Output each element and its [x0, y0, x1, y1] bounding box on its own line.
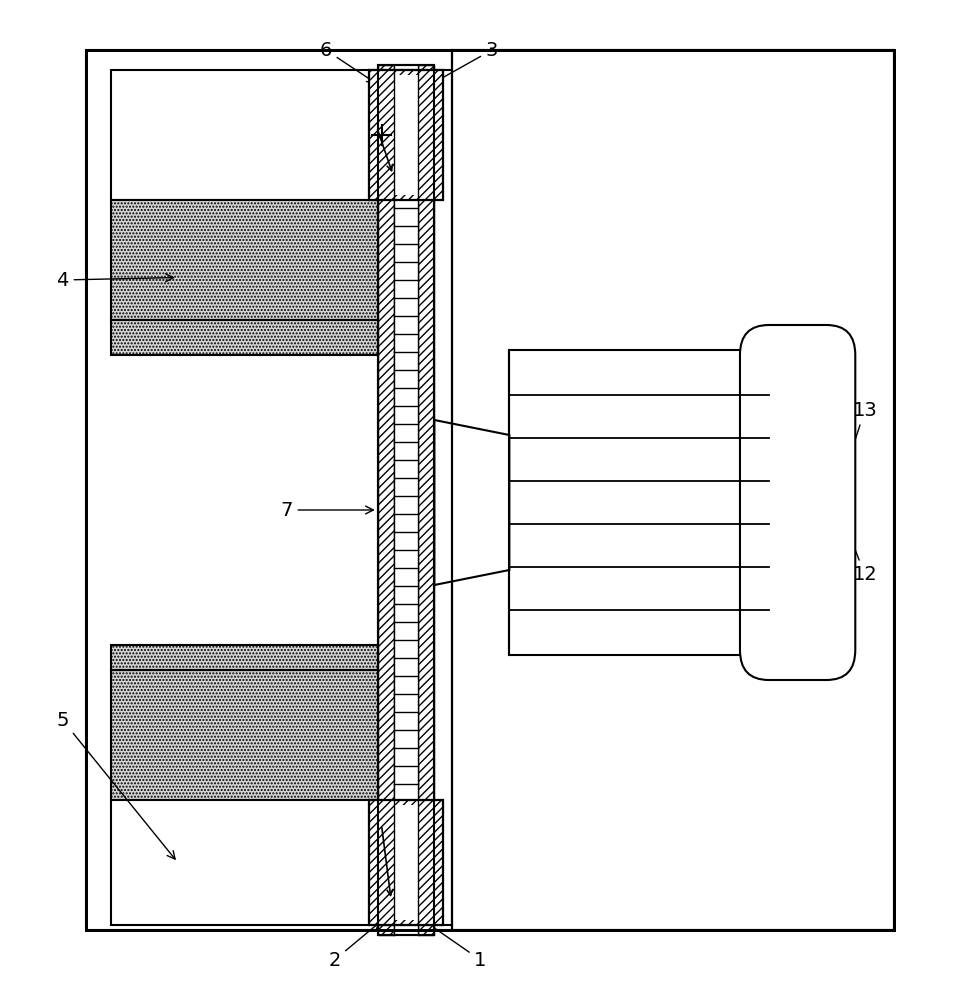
Bar	[369, 70, 443, 200]
Bar	[369, 800, 443, 925]
Bar	[378, 65, 394, 935]
Bar	[452, 50, 894, 930]
Text: 3: 3	[433, 40, 498, 83]
Bar	[394, 65, 418, 935]
Bar	[378, 65, 434, 935]
Text: 4: 4	[57, 270, 173, 290]
Bar	[369, 70, 443, 200]
Bar	[111, 800, 378, 925]
FancyBboxPatch shape	[740, 325, 855, 680]
Polygon shape	[434, 420, 509, 585]
Text: 13: 13	[822, 400, 877, 538]
Bar	[86, 50, 894, 930]
Text: 6: 6	[320, 40, 375, 83]
Bar	[394, 75, 418, 195]
Bar	[111, 70, 378, 200]
Bar	[369, 800, 443, 925]
Bar	[452, 50, 894, 930]
Bar	[394, 805, 418, 920]
Bar	[111, 645, 378, 670]
Bar	[111, 200, 378, 320]
Bar	[509, 350, 831, 655]
Bar	[86, 50, 452, 930]
Bar	[369, 70, 443, 200]
Text: 12: 12	[823, 467, 877, 584]
Bar	[418, 65, 434, 935]
Text: 5: 5	[56, 710, 175, 859]
Bar	[111, 320, 378, 355]
Text: 1: 1	[427, 922, 486, 970]
Text: 2: 2	[329, 923, 380, 970]
Text: 7: 7	[281, 500, 373, 520]
Bar	[111, 670, 378, 800]
Bar	[369, 800, 443, 925]
Bar	[378, 65, 434, 935]
Bar	[86, 50, 894, 930]
